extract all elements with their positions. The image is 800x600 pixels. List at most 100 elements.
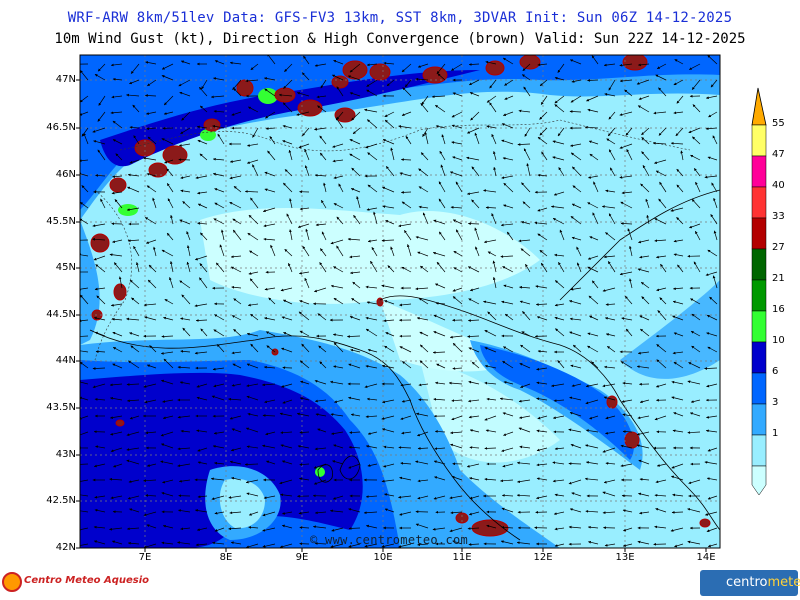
- wind-arrow: [109, 527, 123, 531]
- wind-arrow: [587, 345, 599, 353]
- wind-arrow: [263, 237, 276, 241]
- wind-arrow: [143, 383, 157, 388]
- wind-arrow: [220, 229, 225, 241]
- wind-arrow: [252, 164, 259, 177]
- lat-label: 44N: [55, 355, 76, 366]
- wind-arrow: [399, 511, 412, 516]
- wind-arrow: [602, 447, 616, 453]
- wind-arrow: [126, 383, 140, 386]
- wind-arrow: [619, 143, 633, 149]
- wind-arrow: [587, 332, 599, 337]
- wind-arrow: [265, 111, 276, 119]
- wind-arrow: [672, 351, 684, 355]
- wind-arrow: [262, 543, 276, 548]
- wind-arrow: [402, 361, 412, 369]
- wind-arrow: [450, 431, 463, 435]
- wind-arrow: [160, 460, 174, 465]
- wind-arrow: [112, 239, 123, 244]
- wind-arrow: [95, 445, 106, 449]
- wind-arrow: [109, 253, 123, 257]
- centrometeo-logo: centrometeo: [700, 570, 800, 596]
- wind-arrow: [689, 63, 701, 70]
- wind-arrow: [129, 332, 140, 337]
- wind-arrow: [385, 166, 395, 177]
- wind-arrow: [623, 527, 633, 532]
- wind-arrow: [451, 124, 463, 129]
- wind-arrow: [80, 396, 89, 401]
- wind-arrow: [468, 298, 480, 305]
- wind-arrow: [591, 280, 599, 289]
- wind-arrow: [591, 55, 599, 65]
- wind-arrow: [348, 508, 361, 513]
- wind-arrow: [639, 511, 650, 515]
- wind-arrow: [554, 316, 565, 321]
- wind-arrow: [587, 525, 599, 529]
- wind-arrow: [675, 127, 684, 137]
- wind-arrow: [214, 188, 225, 193]
- wind-arrow: [196, 383, 208, 388]
- wind-arrow: [654, 493, 667, 497]
- wind-arrow: [231, 315, 242, 321]
- wind-arrow: [321, 199, 327, 209]
- wind-arrow: [415, 523, 429, 529]
- wind-arrow: [659, 181, 667, 193]
- wind-arrow: [81, 127, 89, 137]
- wind-arrow: [401, 63, 412, 73]
- wind-arrow: [366, 397, 378, 401]
- wind-arrow: [622, 413, 633, 417]
- wind-arrow: [417, 251, 429, 257]
- wind-arrow: [333, 203, 344, 209]
- wind-arrow: [654, 218, 667, 225]
- wind-arrow: [706, 527, 718, 532]
- wind-arrow: [585, 509, 599, 513]
- wind-arrow: [349, 92, 361, 97]
- wind-arrow: [149, 345, 157, 353]
- wind-arrow: [161, 541, 174, 545]
- wind-arrow: [143, 303, 157, 307]
- wind-arrow: [80, 510, 89, 513]
- wind-arrow: [215, 262, 225, 273]
- wind-arrow: [418, 168, 429, 177]
- wind-arrow: [673, 79, 684, 86]
- wind-arrow: [94, 495, 106, 499]
- wind-arrow: [434, 476, 446, 481]
- wind-arrow: [629, 278, 633, 289]
- wind-arrow: [516, 493, 531, 497]
- wind-arrow: [266, 460, 276, 465]
- wind-arrow: [690, 399, 701, 403]
- wind-arrow: [569, 59, 582, 65]
- wind-arrow: [569, 317, 582, 321]
- wind-arrow: [319, 152, 327, 161]
- wind-arrow: [367, 463, 378, 467]
- wind-arrow: [245, 427, 259, 433]
- wind-arrow: [233, 298, 242, 305]
- wind-arrow: [552, 461, 565, 465]
- wind-arrow: [129, 508, 140, 513]
- wind-arrow: [499, 397, 514, 401]
- wind-arrow: [484, 477, 497, 481]
- wind-arrow: [484, 415, 497, 421]
- wind-arrow: [706, 477, 718, 481]
- wind-arrow: [212, 172, 225, 177]
- colorbar-label: 47: [772, 149, 785, 160]
- wind-arrow: [537, 63, 548, 67]
- wind-arrow: [162, 479, 174, 484]
- wind-arrow: [246, 445, 259, 449]
- wind-arrow: [216, 344, 225, 353]
- wind-arrow: [620, 444, 633, 449]
- wind-arrow: [110, 111, 123, 115]
- wind-arrow: [314, 542, 327, 545]
- wind-arrow: [625, 328, 633, 337]
- watermark-text: © www.centrometeo.com: [310, 533, 469, 547]
- wind-arrow: [152, 197, 157, 209]
- wind-arrow: [166, 232, 174, 241]
- wind-arrow: [314, 173, 327, 177]
- wind-arrow: [298, 143, 310, 149]
- wind-arrow: [485, 429, 497, 433]
- wind-arrow: [213, 77, 225, 81]
- wind-arrow: [296, 111, 310, 116]
- wind-arrow: [304, 148, 310, 161]
- wind-arrow: [640, 281, 650, 289]
- wind-arrow: [641, 137, 650, 145]
- wind-arrow: [228, 397, 242, 401]
